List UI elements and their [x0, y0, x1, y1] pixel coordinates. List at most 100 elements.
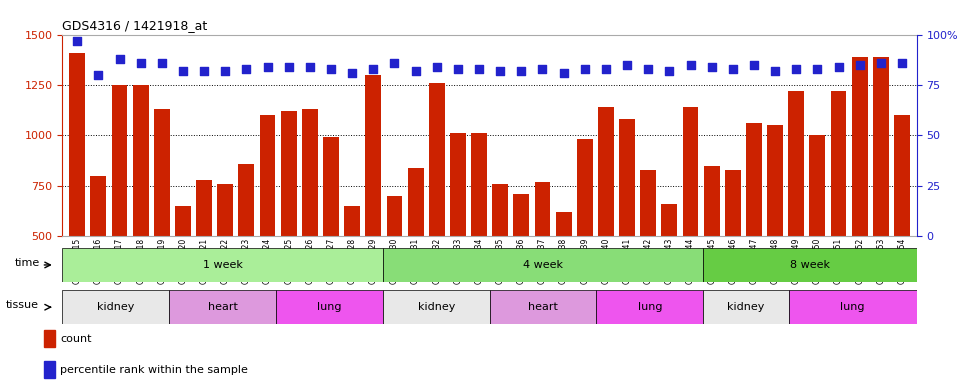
Point	[683, 62, 698, 68]
Point	[408, 68, 423, 74]
Bar	[640, 170, 656, 337]
Point	[471, 66, 487, 72]
Bar	[661, 204, 678, 337]
Text: heart: heart	[528, 302, 558, 312]
Bar	[62, 290, 169, 324]
Point	[746, 62, 761, 68]
Text: GDS4316 / 1421918_at: GDS4316 / 1421918_at	[62, 19, 207, 32]
Bar	[383, 248, 703, 282]
Bar	[852, 57, 868, 337]
Bar	[366, 75, 381, 337]
Bar	[830, 91, 847, 337]
Point	[133, 60, 149, 66]
Bar	[767, 125, 783, 337]
Bar	[704, 166, 720, 337]
Point	[429, 64, 444, 70]
Bar	[535, 182, 550, 337]
Bar	[596, 290, 703, 324]
Point	[767, 68, 782, 74]
Bar	[725, 170, 741, 337]
Bar	[196, 180, 212, 337]
Point	[366, 66, 381, 72]
Point	[830, 64, 846, 70]
Text: 8 week: 8 week	[790, 260, 830, 270]
Bar	[490, 290, 596, 324]
Bar	[471, 133, 487, 337]
Bar	[598, 107, 613, 337]
Bar	[577, 139, 592, 337]
Bar	[788, 91, 804, 337]
Point	[450, 66, 466, 72]
Point	[577, 66, 592, 72]
Bar	[169, 290, 276, 324]
Bar	[492, 184, 508, 337]
Bar	[44, 361, 55, 378]
Bar	[450, 133, 466, 337]
Point	[281, 64, 297, 70]
Point	[895, 60, 910, 66]
Bar	[809, 136, 826, 337]
Point	[387, 60, 402, 66]
Text: time: time	[14, 258, 39, 268]
Bar	[276, 290, 383, 324]
Bar	[44, 330, 55, 347]
Point	[704, 64, 719, 70]
Bar	[132, 85, 149, 337]
Point	[197, 68, 212, 74]
Point	[69, 38, 84, 44]
Point	[535, 66, 550, 72]
Point	[514, 68, 529, 74]
Bar	[789, 290, 917, 324]
Bar	[301, 109, 318, 337]
Bar	[556, 212, 571, 337]
Bar	[703, 290, 788, 324]
Point	[556, 70, 571, 76]
Text: 4 week: 4 week	[523, 260, 563, 270]
Point	[218, 68, 233, 74]
Point	[492, 68, 508, 74]
Bar	[383, 290, 490, 324]
Text: 1 week: 1 week	[203, 260, 243, 270]
Bar	[154, 109, 170, 337]
Point	[260, 64, 276, 70]
Bar	[280, 111, 297, 337]
Bar	[514, 194, 529, 337]
Bar	[683, 107, 699, 337]
Text: heart: heart	[207, 302, 237, 312]
Text: percentile rank within the sample: percentile rank within the sample	[60, 365, 249, 375]
Bar	[69, 53, 85, 337]
Text: kidney: kidney	[418, 302, 455, 312]
Point	[345, 70, 360, 76]
Bar	[90, 176, 107, 337]
Bar	[619, 119, 635, 337]
Point	[302, 64, 318, 70]
Bar	[217, 184, 233, 337]
Bar	[111, 85, 128, 337]
Point	[90, 72, 106, 78]
Bar	[703, 248, 917, 282]
Text: kidney: kidney	[728, 302, 764, 312]
Text: lung: lung	[317, 302, 342, 312]
Bar	[324, 137, 339, 337]
Text: tissue: tissue	[6, 300, 38, 311]
Bar	[175, 206, 191, 337]
Point	[874, 60, 889, 66]
Bar	[894, 115, 910, 337]
Bar	[746, 123, 762, 337]
Point	[111, 56, 127, 62]
Point	[725, 66, 740, 72]
Text: count: count	[60, 334, 92, 344]
Bar	[387, 196, 402, 337]
Bar	[345, 206, 360, 337]
Bar	[408, 167, 423, 337]
Bar	[62, 248, 383, 282]
Point	[809, 66, 825, 72]
Bar	[873, 57, 889, 337]
Point	[324, 66, 339, 72]
Bar	[429, 83, 444, 337]
Point	[239, 66, 254, 72]
Text: lung: lung	[637, 302, 662, 312]
Text: kidney: kidney	[97, 302, 134, 312]
Point	[176, 68, 191, 74]
Point	[619, 62, 635, 68]
